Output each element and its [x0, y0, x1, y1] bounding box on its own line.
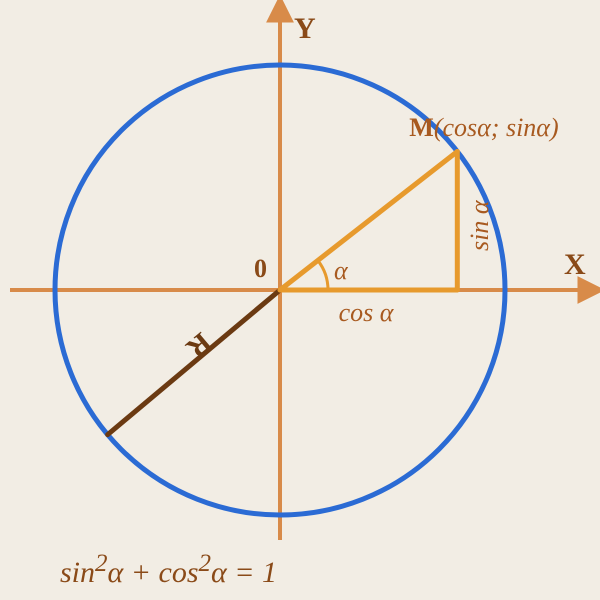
sin-label: sin α	[465, 200, 495, 251]
point-m-label: M(cosα; sinα)	[409, 113, 558, 143]
diagram-svg	[0, 0, 600, 600]
x-axis-label: X	[564, 248, 586, 282]
y-axis-label: Y	[294, 12, 316, 46]
origin-label: 0	[254, 254, 267, 284]
point-m-coords: (cosα; sinα)	[434, 113, 559, 142]
point-m-prefix: M	[409, 113, 434, 142]
identity-formula: sin2α + cos2α = 1	[60, 550, 277, 590]
cos-label: cos α	[339, 298, 394, 328]
unit-circle-diagram: Y X 0 M(cosα; sinα) sin α cos α α R sin2…	[0, 0, 600, 600]
alpha-label: α	[334, 256, 348, 286]
